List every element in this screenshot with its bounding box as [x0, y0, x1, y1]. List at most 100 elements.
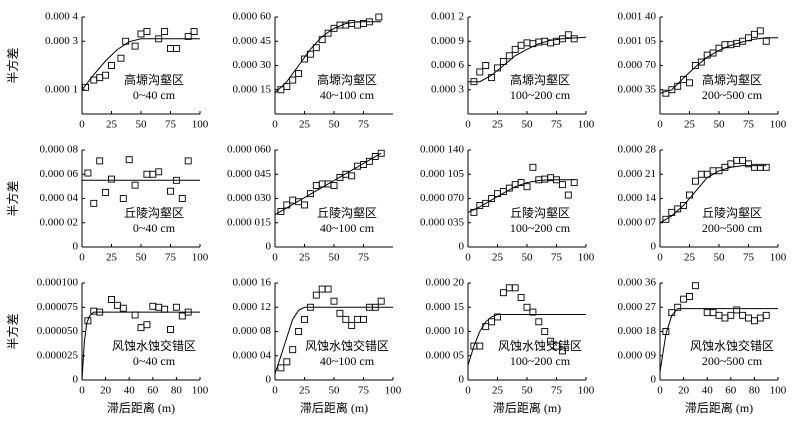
data-point [167, 187, 174, 195]
data-point [295, 70, 303, 78]
y-tick-label: 0 [266, 241, 272, 253]
x-tick-label: 40 [702, 385, 714, 397]
data-point [680, 295, 688, 303]
data-point [523, 183, 531, 191]
fit-line [659, 37, 778, 94]
data-point [756, 314, 764, 322]
data-point [306, 50, 314, 58]
fit-line [81, 311, 200, 381]
y-tick-label: 0.000 1 [45, 83, 78, 95]
data-point [318, 36, 326, 44]
data-point [137, 30, 145, 38]
x-tick-label: 100 [192, 252, 209, 264]
data-point [172, 45, 180, 52]
data-point [762, 163, 770, 171]
x-tick-label: 25 [492, 119, 504, 131]
data-point [377, 297, 385, 305]
data-point [674, 82, 682, 90]
fit-line [274, 21, 382, 94]
data-point [721, 314, 729, 322]
data-point [745, 314, 752, 322]
y-tick-label: 0.000 030 [227, 192, 272, 204]
annotation: 0~40 cm [133, 221, 176, 235]
fit-line [81, 38, 200, 91]
data-point [662, 89, 670, 97]
x-tick-label: 25 [492, 385, 504, 397]
x-tick-label: 80 [171, 385, 183, 397]
data-point [668, 309, 676, 317]
data-point [517, 294, 525, 301]
y-tick-label: 0.000 04 [40, 192, 79, 204]
y-axis-title: 半方差 [5, 313, 20, 349]
x-tick-label: 25 [299, 385, 311, 397]
data-point [161, 305, 169, 313]
data-point [149, 170, 157, 178]
data-point [360, 315, 367, 323]
annotation: 丘陵沟壑区 [317, 205, 377, 220]
data-point [488, 195, 496, 202]
data-point [108, 175, 115, 183]
x-tick-label: 100 [385, 385, 402, 397]
annotation: 100~200 cm [510, 221, 571, 235]
x-tick-label: 75 [165, 252, 177, 264]
data-point [330, 182, 338, 190]
data-point [324, 285, 332, 293]
data-point [511, 45, 519, 53]
data-point [184, 32, 192, 40]
data-point [570, 35, 578, 43]
data-point [365, 18, 373, 26]
data-point [482, 62, 490, 69]
data-point [668, 86, 676, 94]
x-tick-label: 50 [522, 119, 534, 131]
data-point [745, 160, 752, 168]
data-point [301, 315, 308, 323]
annotation: 风蚀水蚀交错区 [305, 338, 389, 353]
data-point [155, 168, 163, 176]
x-tick-label: 0 [465, 385, 471, 397]
x-tick-label: 0 [657, 119, 663, 131]
y-tick-label: 0.000 12 [233, 301, 272, 313]
data-point [686, 293, 693, 300]
fit-line [274, 152, 382, 216]
data-point [143, 28, 151, 35]
annotation: 高塬沟壑区 [317, 72, 377, 87]
data-point [84, 169, 92, 177]
data-point [691, 282, 699, 290]
x-tick-label: 20 [100, 385, 112, 397]
data-point [727, 311, 735, 319]
data-point [108, 296, 115, 303]
x-tick-label: 80 [749, 385, 761, 397]
y-tick-label: 0.000 16 [233, 277, 272, 289]
data-point [167, 326, 174, 334]
data-point [511, 284, 519, 292]
data-point [131, 42, 139, 50]
data-point [301, 55, 308, 63]
data-point [488, 318, 496, 326]
y-tick-label: 0.000 18 [618, 325, 657, 337]
fit-line [274, 306, 393, 375]
y-tick-label: 0.000 27 [618, 301, 657, 313]
data-point [733, 156, 741, 164]
data-point [680, 75, 688, 83]
data-point [553, 342, 560, 350]
annotation: 高塬沟壑区 [510, 72, 570, 87]
data-point [155, 303, 163, 311]
data-point [558, 35, 566, 43]
data-point [161, 28, 169, 35]
y-tick-label: 0.000 105 [420, 168, 465, 180]
x-tick-label: 50 [329, 119, 341, 131]
data-point [529, 163, 537, 171]
data-point [348, 321, 356, 329]
y-tick-label: 0.000 35 [618, 83, 657, 95]
x-tick-label: 100 [770, 252, 787, 264]
data-point [143, 321, 151, 329]
data-point [762, 311, 770, 319]
y-tick-label: 0 [459, 374, 465, 386]
data-point [703, 170, 711, 178]
y-tick-label: 0.000 20 [426, 277, 465, 289]
annotation: 200~500 cm [702, 354, 763, 368]
data-point [476, 342, 484, 350]
data-point [155, 35, 163, 43]
data-point [750, 30, 758, 38]
data-point [190, 28, 198, 35]
